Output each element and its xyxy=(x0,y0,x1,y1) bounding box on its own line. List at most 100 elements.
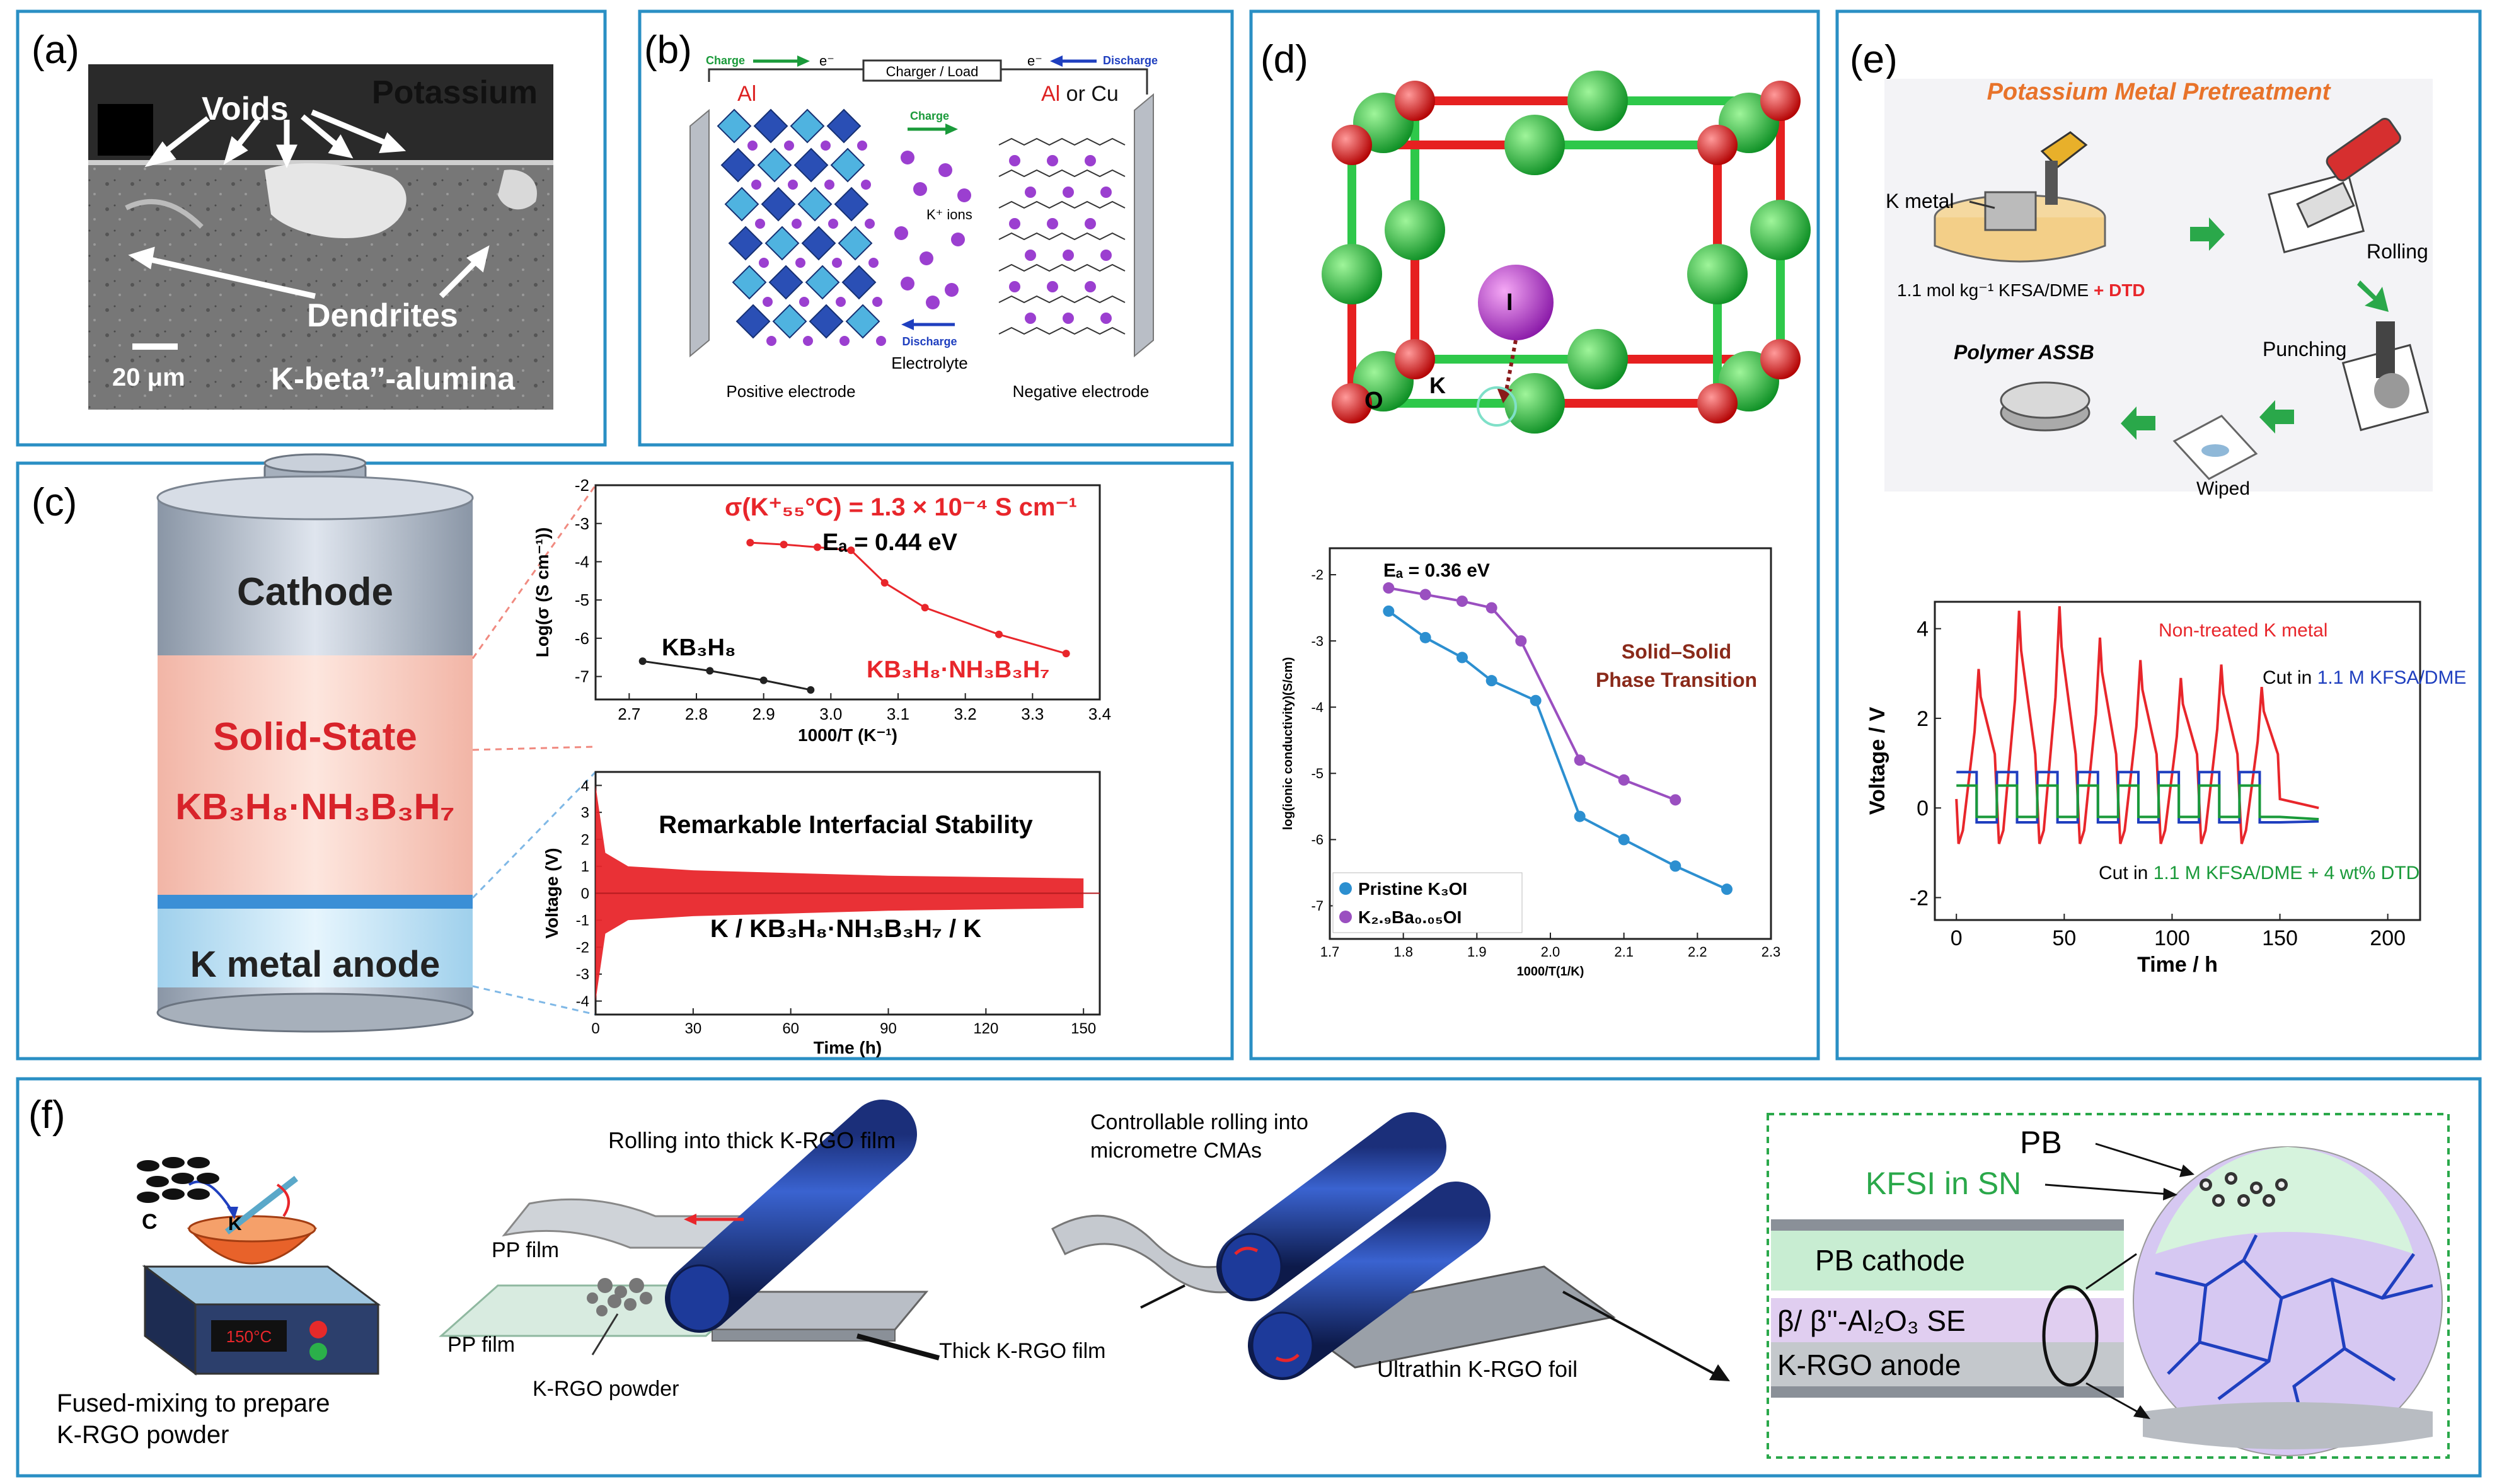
sem-image xyxy=(88,64,553,410)
chart-c-voltage: 0 30 60 90 120 150 -4 -3 -2 -1 0 1 2 3 4 Time (h) Voltag… xyxy=(542,771,1101,1057)
atom-k-label: K xyxy=(1429,372,1446,398)
x-axis-label: Time / h xyxy=(2137,953,2218,977)
crystal-k-ion xyxy=(821,141,831,151)
y-tick-label: 4 xyxy=(581,778,589,795)
data-point xyxy=(1530,694,1542,706)
fused-mixing-label-2: K-RGO powder xyxy=(57,1421,229,1449)
crystal-octahedron xyxy=(772,304,807,339)
x-tick-label: 0 xyxy=(591,1020,599,1037)
rolling-ultrathin-illustration xyxy=(1051,1112,1616,1380)
graphite-k-ion xyxy=(1100,250,1112,261)
data-point xyxy=(706,667,714,675)
crystal-k-ion xyxy=(839,336,850,346)
x-axis-label: Time (h) xyxy=(814,1038,882,1057)
y-tick-label: -2 xyxy=(1311,567,1323,583)
y-axis-label: log(ionic conductivity)(S/cm) xyxy=(1281,657,1295,830)
y-tick-label: 3 xyxy=(581,805,589,822)
graphite-layer xyxy=(998,232,1126,241)
sigma-annotation: σ(K⁺₅₅°C) = 1.3 × 10⁻⁴ S cm⁻¹ xyxy=(725,493,1077,521)
crystal-octahedron xyxy=(830,147,865,183)
krgo-anode-label: K-RGO anode xyxy=(1777,1349,1961,1381)
y-tick-label: -6 xyxy=(575,629,589,648)
y-tick-label: -6 xyxy=(1311,832,1323,848)
series-line xyxy=(750,541,1067,655)
y-tick-label: 0 xyxy=(1917,797,1929,820)
graphite-k-ion xyxy=(1025,250,1036,261)
charger-label: Charger / Load xyxy=(886,64,979,79)
vacancy-site xyxy=(1477,386,1517,427)
ea-annotation: Eₐ = 0.44 eV xyxy=(822,529,958,556)
crystal-k-ion xyxy=(792,219,802,229)
electrolyte-label: K-beta’’-alumina xyxy=(271,361,516,396)
crystal-k-ion xyxy=(872,297,882,307)
y-tick-label: -4 xyxy=(575,553,589,572)
legend-cut2: Cut in 1.1 M KFSA/DME + 4 wt% DTD xyxy=(2099,863,2419,883)
graphite-k-ion xyxy=(1025,187,1036,198)
crystal-k-ion xyxy=(763,297,773,307)
crystal-octahedron xyxy=(845,304,880,339)
ea-annotation: Eₐ = 0.36 eV xyxy=(1383,560,1490,581)
y-tick-label: 4 xyxy=(1917,618,1929,641)
data-point xyxy=(995,630,1003,638)
cell-schematic xyxy=(1767,1113,2450,1459)
data-point xyxy=(1574,754,1586,766)
pp-film-label-2: PP film xyxy=(447,1333,515,1357)
carbon-flakes xyxy=(137,1157,219,1203)
y-tick-label: -2 xyxy=(576,939,589,956)
x-tick-label: 3.2 xyxy=(954,705,977,723)
negative-electrode-label: Negative electrode xyxy=(1013,382,1150,401)
y-tick-label: 0 xyxy=(581,885,589,902)
electrolyte-k-ion xyxy=(926,296,940,309)
graphite-k-ion xyxy=(1063,250,1074,261)
controllable-rolling-label-2: micrometre CMAs xyxy=(1090,1139,1262,1163)
kbh-series-label: KB₃H₈·NH₃B₃H₇ xyxy=(867,657,1049,683)
panel-a: (a) Voids Potassium Dendrites 20 μm K-be xyxy=(16,9,607,447)
graphite-layer xyxy=(998,137,1126,146)
x-tick-label: 2.3 xyxy=(1762,944,1781,960)
electrolyte-k-ion xyxy=(901,151,914,164)
crystal-k-ion xyxy=(857,141,867,151)
data-point xyxy=(1618,834,1630,846)
y-tick-label: -3 xyxy=(1311,633,1323,649)
crystal-octahedron xyxy=(834,187,869,222)
x-tick-label: 90 xyxy=(880,1020,897,1037)
x-tick-label: 2.9 xyxy=(753,705,775,723)
graphite-layer xyxy=(998,263,1126,272)
o-atom xyxy=(1332,125,1372,165)
x-tick-label: 1.8 xyxy=(1393,944,1413,960)
x-axis-label: 1000/T(1/K) xyxy=(1517,965,1584,979)
crystal-octahedron xyxy=(809,304,844,339)
y-tick-label: -7 xyxy=(1311,898,1323,914)
panel-f-label: (f) xyxy=(28,1093,66,1137)
o-atom xyxy=(1760,81,1801,121)
voids-label: Voids xyxy=(202,91,289,127)
crystal-octahedron xyxy=(735,304,771,339)
legend-cut1: Cut in 1.1 M KFSA/DME xyxy=(2263,667,2466,688)
crystal-k-ion xyxy=(788,180,798,190)
dendrites-label: Dendrites xyxy=(307,297,458,334)
crystal-k-ion xyxy=(828,219,838,229)
crystal-k-ion xyxy=(861,180,871,190)
electron-left-label: e⁻ xyxy=(819,53,834,69)
k-atom xyxy=(1687,244,1748,304)
crystal-octahedron xyxy=(720,147,756,183)
y-tick-label: 2 xyxy=(581,831,589,848)
x-tick-label: 1.7 xyxy=(1320,944,1340,960)
legend-non-treated: Non-treated K metal xyxy=(2159,620,2327,641)
k-ions-label: K⁺ ions xyxy=(926,207,972,222)
electrolyte-k-ion xyxy=(957,188,971,202)
crystal-k-ion xyxy=(865,219,875,229)
wiped-label: Wiped xyxy=(2196,478,2250,499)
chart-c-arrhenius: 2.7 2.8 2.9 3.0 3.1 3.2 3.3 3.4 -7 -6 -5 -4 -3 -2 1000… xyxy=(533,476,1111,745)
temperature-display: 150°C xyxy=(226,1327,272,1346)
y-tick-label: -5 xyxy=(1311,766,1323,781)
al-label: Al xyxy=(737,82,756,106)
crystal-k-ion xyxy=(795,258,805,268)
graphite-k-ion xyxy=(1085,281,1096,292)
solution-label: 1.1 mol kg⁻¹ KFSA/DME + DTD xyxy=(1897,280,2145,300)
data-point xyxy=(1485,602,1497,614)
crystal-octahedron xyxy=(768,265,804,300)
panel-f: (f) C K 150°C Fused-mixing to prepare K-… xyxy=(16,1077,2482,1478)
data-point xyxy=(1618,774,1630,786)
data-point xyxy=(1574,810,1586,822)
